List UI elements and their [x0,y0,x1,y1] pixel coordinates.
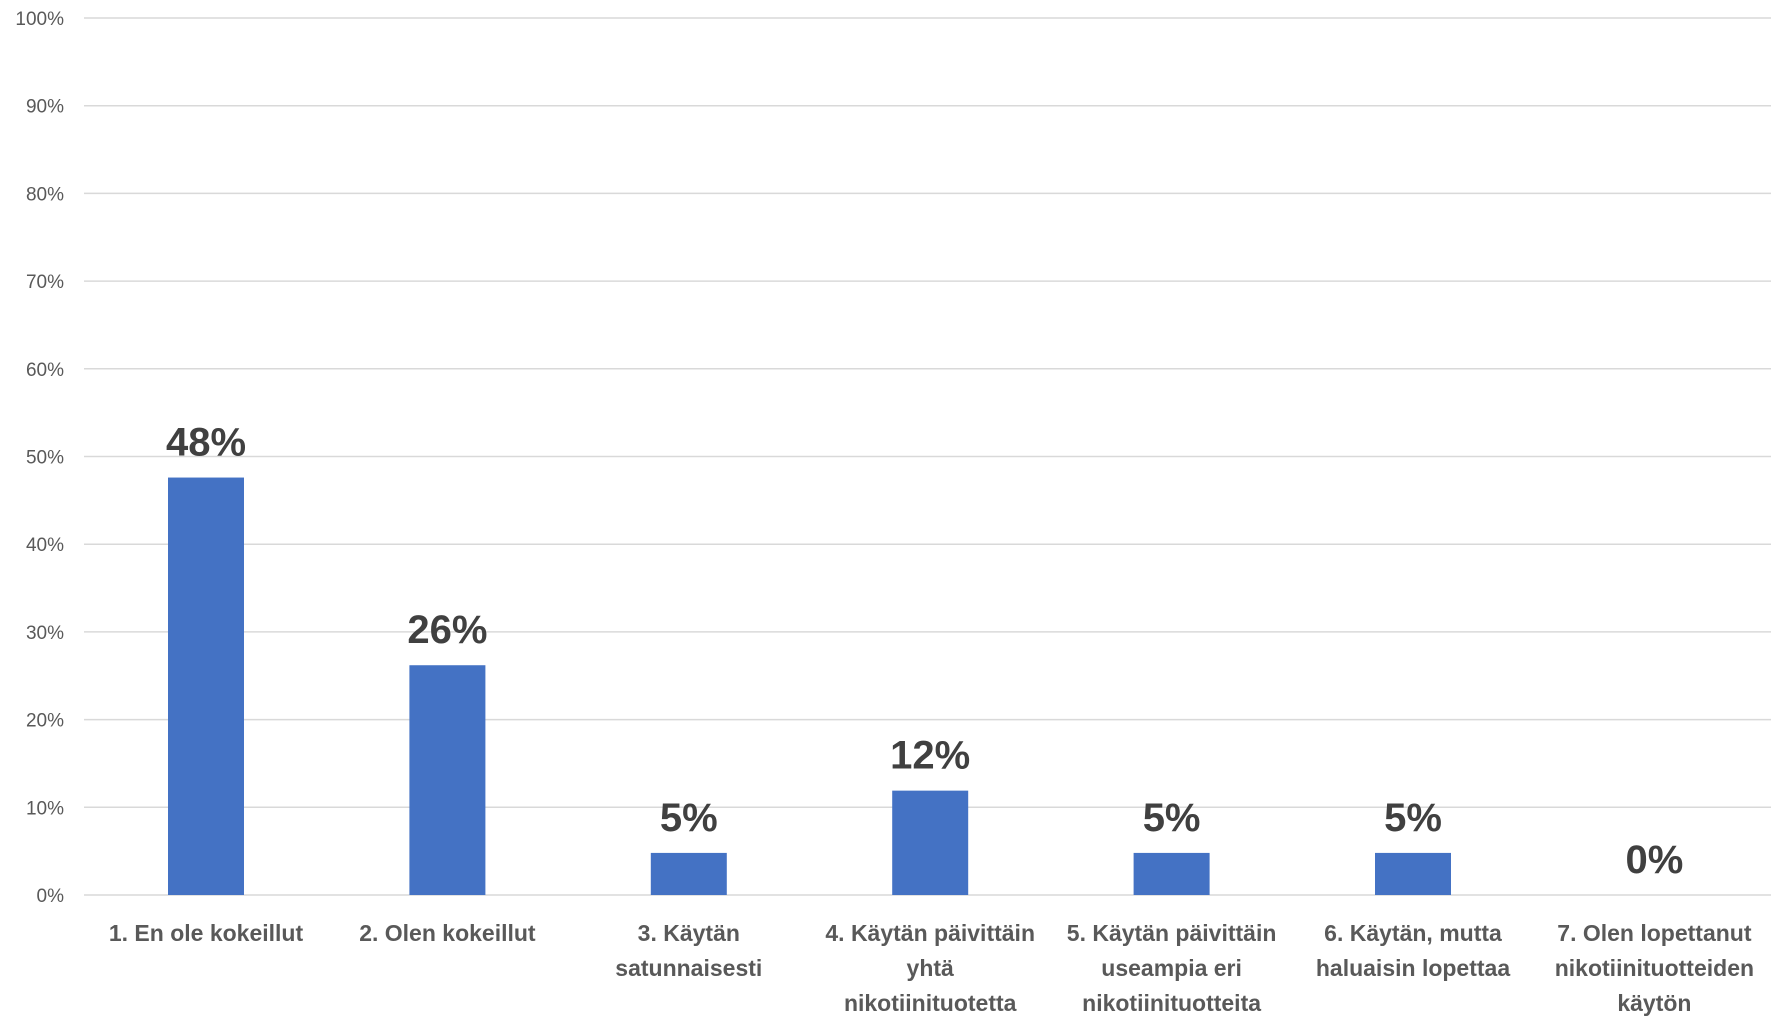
x-axis-category-labels: 1. En ole kokeillut 2. Olen kokeillut 3. K… [109,920,1754,1016]
x-category-label-line: 4. Käytän päivittäin [825,920,1035,946]
y-tick-label: 60% [26,360,64,381]
y-tick-label: 70% [26,272,64,293]
bar [409,665,486,895]
x-category-label-line: yhtä [907,955,955,981]
x-category-label-line: nikotiinituotteita [1082,990,1261,1016]
x-category-label-line: nikotiinituotteiden [1555,955,1754,981]
bars [168,477,1451,895]
bar [168,477,244,895]
x-category-label: 4. Käytän päivittäin yhtä nikotiinituotett… [825,920,1035,1016]
data-label: 5% [660,796,718,840]
data-label: 5% [1384,796,1442,840]
y-tick-label: 40% [26,535,64,556]
x-category-label-line: 3. Käytän [638,920,740,946]
bar [650,852,727,895]
y-tick-label: 90% [26,97,64,118]
x-category-label-line: 1. En ole kokeillut [109,920,304,946]
x-category-label: 3. Käytän satunnaisesti [615,920,762,981]
data-label: 0% [1625,838,1683,882]
y-axis-tick-labels: 0% 10% 20% 30% 40% 50% 60% 70% 80% 90% 100% [15,9,64,907]
y-tick-label: 50% [26,448,64,469]
x-category-label-line: 5. Käytän päivittäin [1067,920,1277,946]
gridlines [84,17,1771,896]
y-tick-label: 0% [37,886,65,907]
x-category-label-line: 6. Käytän, mutta [1324,920,1502,946]
data-labels: 48% 26% 5% 12% 5% 5% 0% [166,421,1683,882]
y-tick-label: 100% [15,9,64,30]
x-category-label: 7. Olen lopettanut nikotiinituotteiden käy… [1555,920,1754,1016]
data-label: 12% [890,734,970,778]
bar [1375,852,1451,895]
y-tick-label: 30% [26,623,64,644]
data-label: 48% [166,421,246,465]
data-label: 5% [1143,796,1201,840]
y-tick-label: 80% [26,184,64,205]
bar [892,790,969,895]
x-category-label: 6. Käytän, mutta haluaisin lopettaa [1316,920,1510,981]
y-tick-label: 20% [26,711,64,732]
x-category-label-line: nikotiinituotetta [844,990,1017,1016]
x-category-label: 5. Käytän päivittäin useampia eri nikotiin… [1067,920,1277,1016]
x-category-label-line: useampia eri [1101,955,1242,981]
x-category-label-line: haluaisin lopettaa [1316,955,1510,981]
y-tick-label: 10% [26,798,64,819]
x-category-label-line: käytön [1617,990,1691,1016]
bar [1133,852,1210,895]
data-label: 26% [407,608,487,652]
x-category-label: 2. Olen kokeillut [359,920,536,946]
x-category-label-line: 7. Olen lopettanut [1557,920,1752,946]
x-category-label-line: satunnaisesti [615,955,762,981]
x-category-label: 1. En ole kokeillut [109,920,304,946]
x-category-label-line: 2. Olen kokeillut [359,920,536,946]
